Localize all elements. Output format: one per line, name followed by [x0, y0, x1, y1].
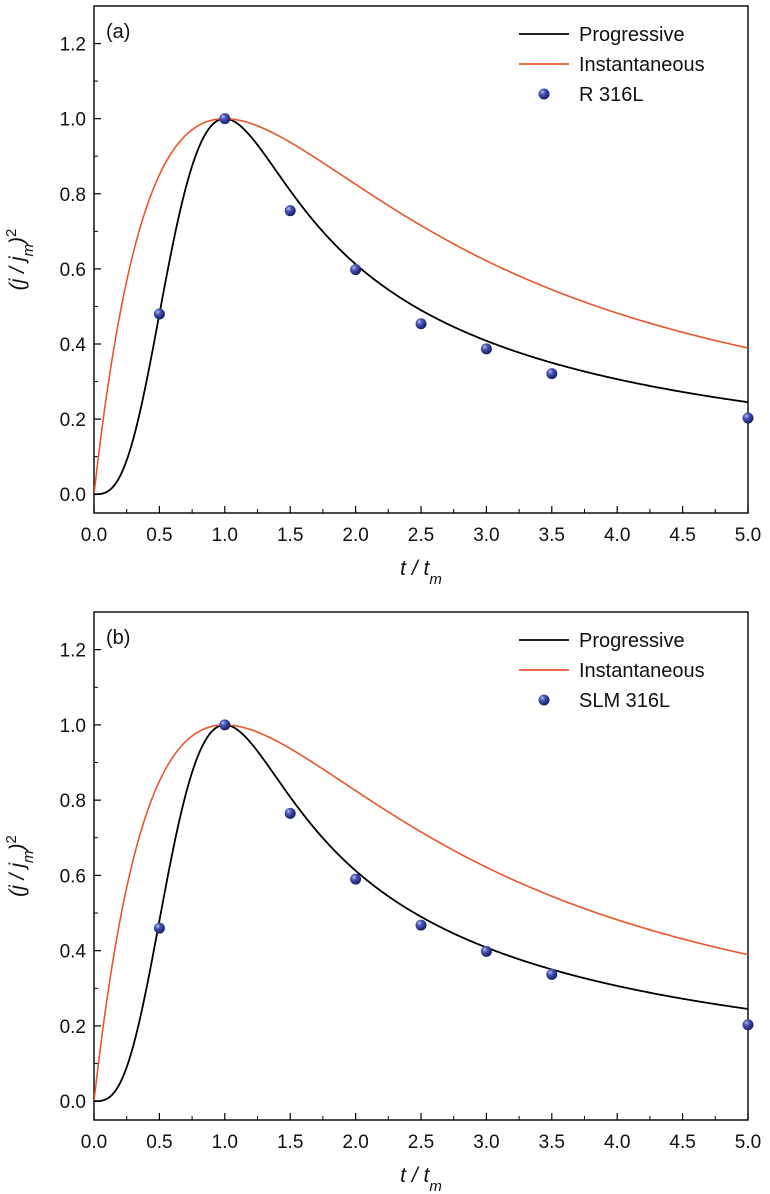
- x-tick-label: 1.5: [277, 1132, 303, 1153]
- x-tick-label: 1.5: [277, 525, 303, 546]
- progressive-curve: [94, 117, 748, 496]
- x-tick-label: 4.5: [669, 525, 695, 546]
- x-tick-label: 0.0: [81, 525, 107, 546]
- x-tick-label: 0.5: [146, 1132, 172, 1153]
- y-tick-label: 0.2: [60, 1017, 86, 1038]
- chart-panel-1: 0.0 0.5 1.0 1.5 2.0 2.5 3.0 3.5 4.0 4.5 5.0 0.0 0.2 0…: [3, 5, 761, 588]
- y-tick-label: 0.4: [60, 942, 87, 963]
- progressive-curve: [94, 723, 748, 1103]
- legend-label: Progressive: [579, 630, 685, 652]
- x-tick-label: 2.0: [342, 525, 368, 546]
- legend-label: Instantaneous: [579, 660, 705, 682]
- data-point: [480, 343, 492, 355]
- data-point: [350, 264, 362, 276]
- y-tick-label: 0.2: [60, 410, 86, 431]
- data-point: [415, 318, 427, 330]
- x-tick-label: 4.5: [669, 1132, 695, 1153]
- x-tick-label: 2.5: [408, 525, 434, 546]
- y-tick-label: 0.0: [60, 1092, 86, 1113]
- data-point: [480, 945, 492, 957]
- x-tick-label: 3.0: [473, 1132, 499, 1153]
- x-tick-label: 1.0: [212, 525, 238, 546]
- x-tick-label: 0.0: [81, 1132, 107, 1153]
- y-tick-label: 1.0: [60, 110, 86, 131]
- y-tick-label: 0.8: [60, 185, 86, 206]
- x-tick-label: 3.0: [473, 525, 499, 546]
- plot-frame: [93, 611, 749, 1121]
- data-point: [219, 719, 231, 731]
- chart-panel-2: 0.0 0.5 1.0 1.5 2.0 2.5 3.0 3.5 4.0 4.5 5.0 0.0 0.2 0…: [3, 611, 761, 1194]
- legend-swatch-marker: [538, 694, 550, 706]
- legend-label: Progressive: [579, 24, 685, 46]
- y-tick-label: 0.6: [60, 866, 86, 887]
- x-tick-label: 0.5: [146, 525, 172, 546]
- legend-label: R 316L: [579, 84, 644, 106]
- data-point: [546, 968, 558, 980]
- data-point: [219, 113, 231, 125]
- x-axis-title: t / tm: [400, 557, 442, 588]
- y-axis-title: (j / jm)2: [3, 835, 37, 897]
- x-tick-label: 5.0: [735, 525, 761, 546]
- x-tick-label: 3.5: [539, 1132, 565, 1153]
- legend-label: SLM 316L: [579, 690, 670, 712]
- panel-label: (b): [106, 627, 130, 649]
- instantaneous-curve: [94, 117, 748, 494]
- instantaneous-curve: [94, 724, 748, 1101]
- x-tick-label: 3.5: [539, 525, 565, 546]
- data-point: [284, 205, 296, 217]
- x-tick-label: 2.0: [342, 1132, 368, 1153]
- x-tick-label: 2.5: [408, 1132, 434, 1153]
- y-axis-title: (j / jm)2: [3, 229, 37, 291]
- y-tick-label: 0.0: [60, 485, 86, 506]
- data-point: [415, 919, 427, 931]
- y-tick-label: 1.2: [60, 35, 86, 56]
- x-tick-label: 4.0: [604, 1132, 630, 1153]
- x-tick-label: 1.0: [212, 1132, 238, 1153]
- data-point: [153, 922, 165, 934]
- legend-label: Instantaneous: [579, 54, 705, 76]
- y-tick-label: 0.4: [60, 335, 87, 356]
- x-tick-label: 5.0: [735, 1132, 761, 1153]
- plot-frame: [93, 5, 749, 514]
- data-point: [546, 368, 558, 380]
- y-tick-label: 0.6: [60, 260, 86, 281]
- data-point: [153, 308, 165, 320]
- data-point: [350, 873, 362, 885]
- y-tick-label: 1.2: [60, 641, 86, 662]
- legend-swatch-marker: [538, 88, 550, 100]
- data-point: [742, 412, 754, 424]
- data-point: [742, 1019, 754, 1031]
- x-axis-title: t / tm: [400, 1164, 442, 1194]
- y-tick-label: 0.8: [60, 791, 86, 812]
- x-tick-label: 4.0: [604, 525, 630, 546]
- data-point: [284, 807, 296, 819]
- y-tick-label: 1.0: [60, 716, 86, 737]
- panel-label: (a): [106, 21, 130, 43]
